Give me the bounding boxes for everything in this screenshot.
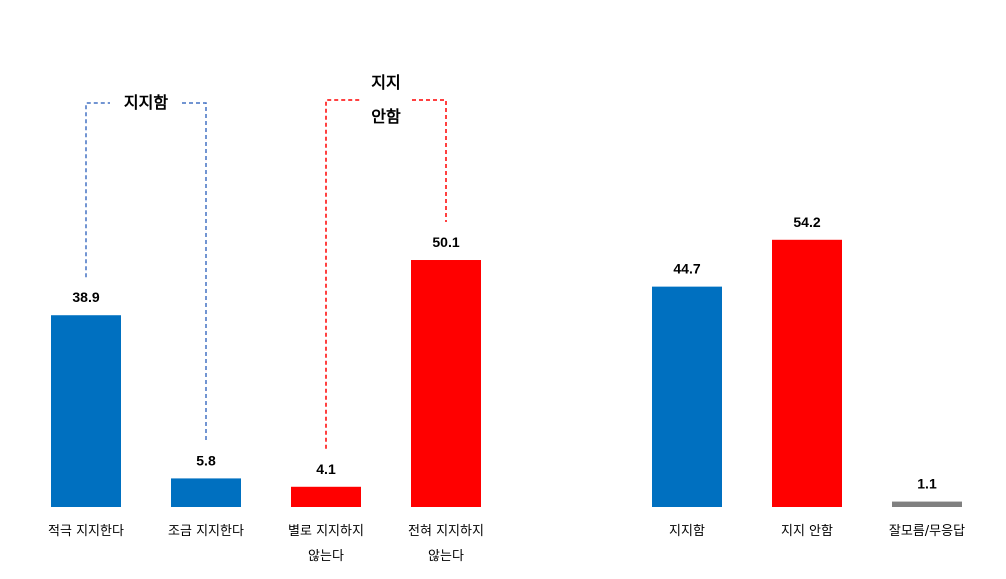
category-label-2-3: 잘모름/무응답 [889, 524, 965, 539]
bar-1-4 [411, 260, 481, 507]
group-label-2-line-2: 안함 [371, 107, 401, 126]
bar-2-2 [772, 239, 842, 507]
bar-2-3 [892, 501, 962, 507]
category-label-1-3: 별로 지지하지 [288, 524, 364, 539]
bar-1-3 [291, 486, 361, 507]
bar-2-1 [652, 286, 722, 507]
category-label-1-1: 적극 지지한다 [48, 524, 124, 539]
category-label-1-2: 조금 지지한다 [168, 524, 244, 539]
value-label-1-3: 4.1 [316, 461, 336, 477]
value-label-2-2: 54.2 [793, 214, 820, 230]
group-label-2: 지지 [371, 73, 400, 92]
value-label-2-1: 44.7 [673, 261, 700, 277]
group-label-1: 지지함 [124, 93, 168, 112]
category-label-1-3-line-2: 않는다 [308, 549, 344, 564]
value-label-2-3: 1.1 [917, 476, 937, 492]
category-label-1-4: 전혀 지지하지 [408, 524, 484, 539]
category-label-2-1: 지지함 [669, 524, 705, 539]
value-label-1-2: 5.8 [196, 452, 216, 468]
category-label-2-2: 지지 안함 [781, 524, 833, 539]
bar-1-2 [171, 478, 241, 507]
value-label-1-1: 38.9 [72, 289, 99, 305]
group-bracket-2 [325, 99, 447, 449]
bar-1-1 [51, 315, 121, 507]
category-label-1-4-line-2: 않는다 [428, 549, 464, 564]
group-bracket-1 [85, 102, 207, 441]
value-label-1-4: 50.1 [432, 234, 459, 250]
